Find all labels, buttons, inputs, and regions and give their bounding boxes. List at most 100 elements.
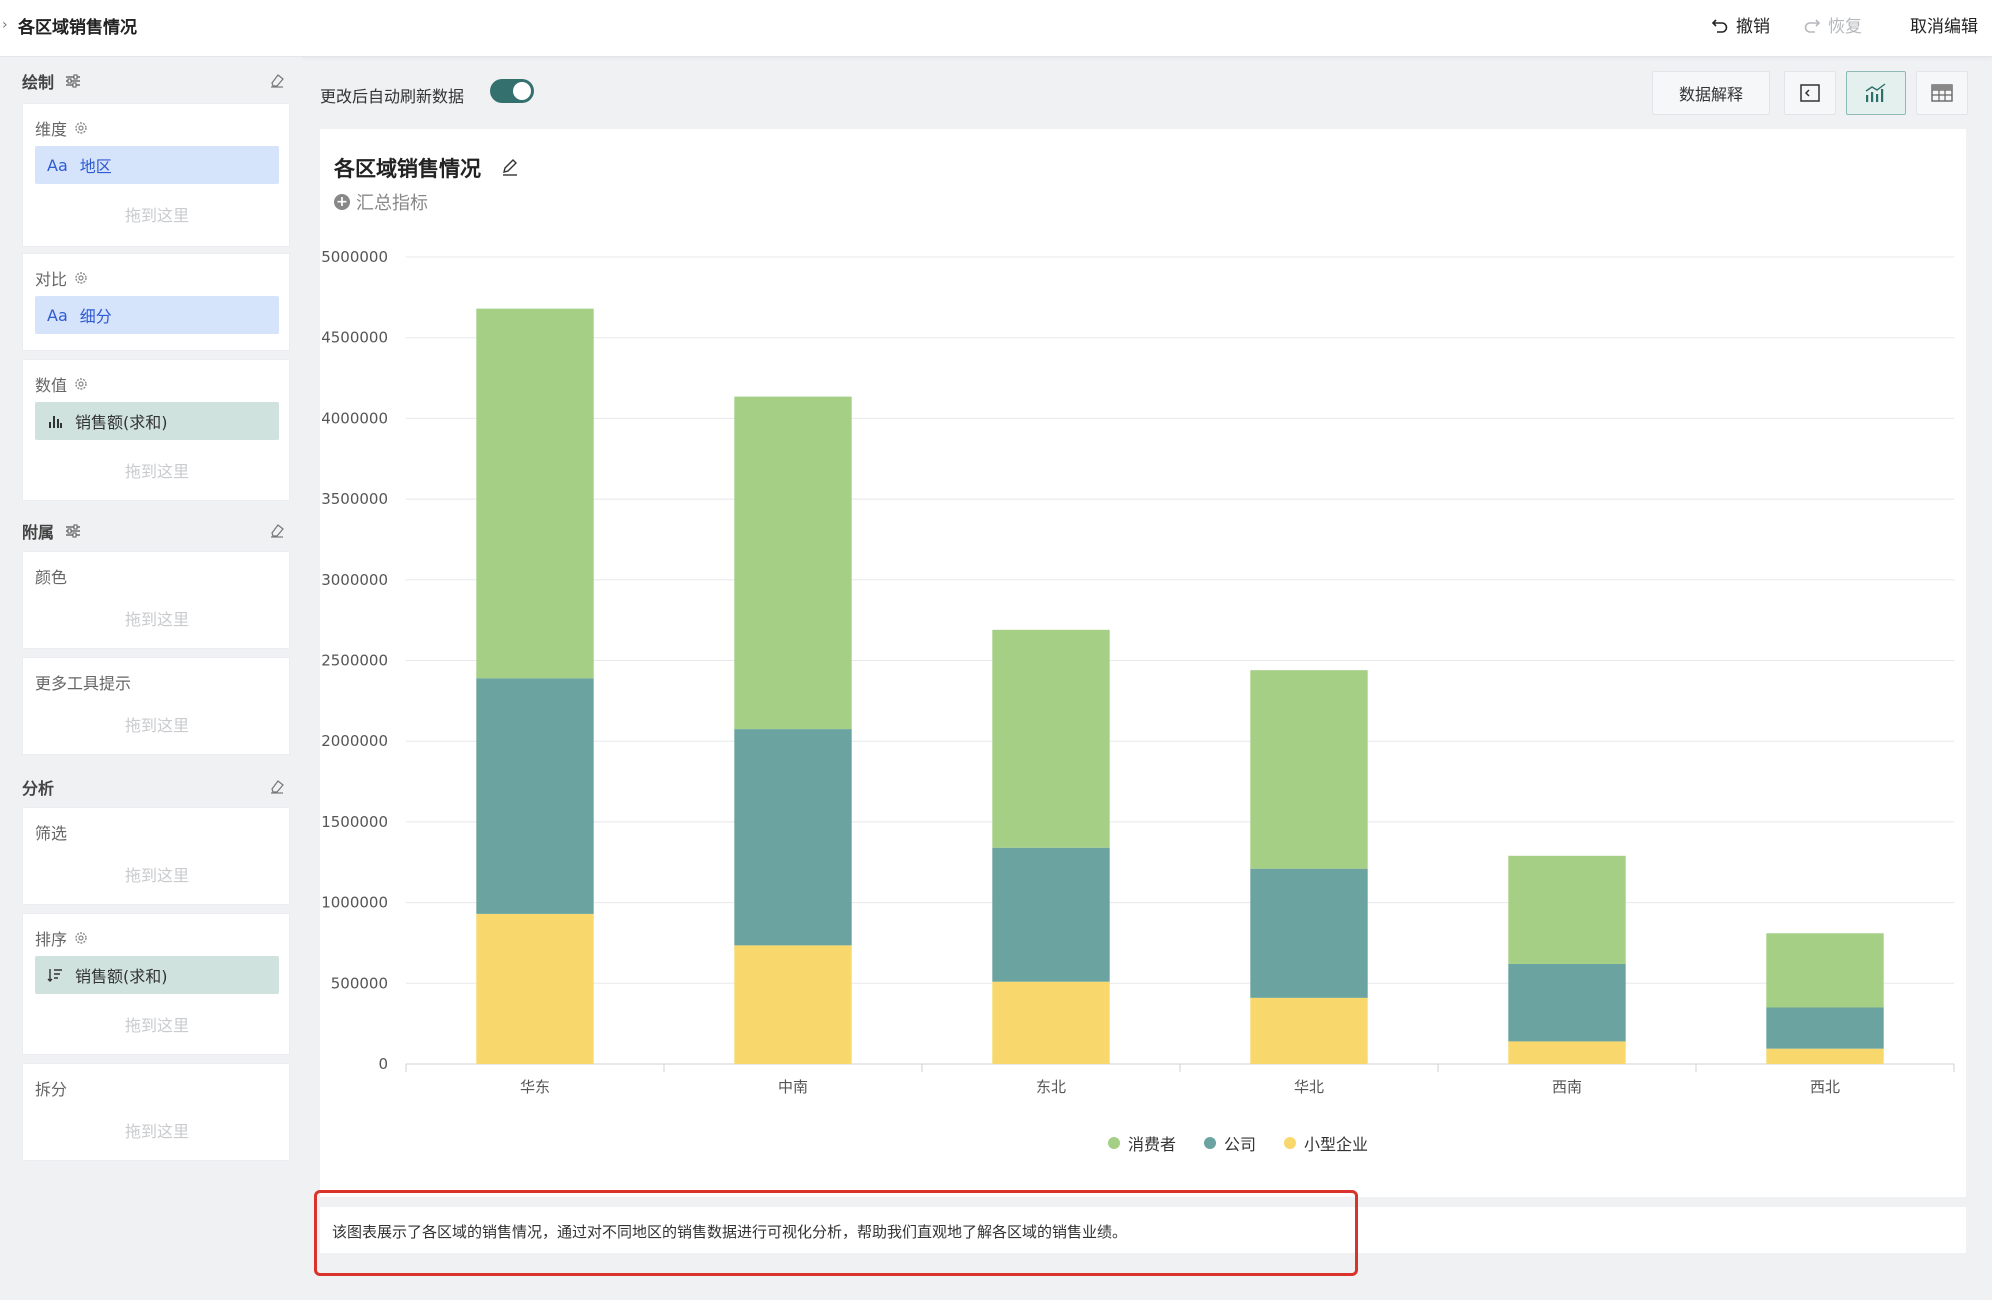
data-explain-label: 数据解释: [1678, 85, 1743, 104]
eraser-icon[interactable]: [268, 777, 286, 795]
chart-description-box: 该图表展示了各区域的销售情况，通过对不同地区的销售数据进行可视化分析，帮助我们直…: [320, 1207, 1966, 1253]
summary-metrics-button[interactable]: + 汇总指标: [334, 189, 428, 215]
filter-card: 筛选 拖到这里: [22, 807, 290, 905]
compare-field-name: 细分: [79, 307, 112, 326]
stacked-bar-chart: 0 500000 1000000 1500000 2000000 2500000 30000…: [321, 249, 1955, 1096]
draw-section-header: 绘制: [22, 69, 82, 93]
sort-descending-icon: [47, 969, 62, 982]
bar-segment: [1250, 868, 1368, 998]
y-tick-label: 3000000: [321, 571, 388, 589]
drop-zone[interactable]: 拖到这里: [124, 206, 189, 225]
bar-segment: [1508, 855, 1626, 964]
legend-dot-icon: [1284, 1137, 1296, 1149]
color-card: 颜色 拖到这里: [22, 551, 290, 649]
dimension-field-name: 地区: [79, 157, 112, 176]
undo-icon: [1711, 18, 1728, 33]
table-view-button[interactable]: [1916, 71, 1968, 115]
toggle-knob: [513, 82, 531, 100]
sliders-icon[interactable]: [64, 522, 82, 540]
cancel-edit-button[interactable]: 取消编辑: [1910, 12, 1978, 37]
drop-zone[interactable]: 拖到这里: [124, 716, 189, 735]
y-tick-label: 5000000: [321, 249, 388, 266]
y-tick-label: 1000000: [321, 894, 388, 912]
sort-field-name: 销售额(求和): [75, 967, 168, 986]
attach-section-title: 附属: [22, 523, 55, 542]
redo-button[interactable]: 恢复: [1802, 12, 1862, 37]
bar-segment: [734, 396, 852, 730]
split-card: 拆分 拖到这里: [22, 1063, 290, 1161]
gear-icon[interactable]: [73, 930, 89, 946]
bar-segment: [1250, 670, 1368, 869]
gear-icon[interactable]: [73, 270, 89, 286]
config-panel: 绘制 维度 Aa 地区 拖到这里 对比 Aa 细分 数值 销售额(求和) 拖到这…: [0, 57, 302, 1300]
auto-refresh-toggle[interactable]: [490, 79, 534, 103]
back-caret-icon[interactable]: ›: [2, 17, 8, 33]
bar-segment: [476, 308, 594, 679]
legend-item[interactable]: 消费者: [918, 1131, 1176, 1155]
y-tick-label: 2000000: [321, 732, 388, 750]
data-explain-button[interactable]: 数据解释: [1652, 71, 1770, 115]
drop-zone[interactable]: 拖到这里: [124, 866, 189, 885]
bar-segment: [1508, 1041, 1626, 1064]
sliders-icon[interactable]: [64, 72, 82, 90]
x-tick-label: 西北: [1810, 1078, 1840, 1096]
text-type-icon: Aa: [47, 305, 68, 325]
y-tick-label: 3500000: [321, 490, 388, 508]
drop-zone[interactable]: 拖到这里: [124, 462, 189, 481]
y-tick-label: 1500000: [321, 813, 388, 831]
drop-zone[interactable]: 拖到这里: [124, 1122, 189, 1141]
bar-segment: [1250, 997, 1368, 1064]
legend-dot-icon: [1203, 1137, 1216, 1149]
bar-segment: [992, 981, 1110, 1064]
gear-icon[interactable]: [73, 376, 89, 392]
undo-label: 撤销: [1736, 17, 1770, 37]
table-icon: [1931, 84, 1953, 102]
summary-metrics-label: 汇总指标: [356, 193, 428, 214]
cancel-edit-label: 取消编辑: [1910, 17, 1978, 37]
undo-button[interactable]: 撤销: [1710, 12, 1770, 37]
draw-section-title: 绘制: [22, 73, 55, 92]
gear-icon[interactable]: [73, 120, 89, 136]
auto-refresh-label: 更改后自动刷新数据: [320, 87, 465, 106]
value-label-text: 数值: [35, 376, 68, 395]
legend-label: 消费者: [1127, 1135, 1176, 1154]
bar-segment: [734, 729, 852, 946]
chart-description: 该图表展示了各区域的销售情况，通过对不同地区的销售数据进行可视化分析，帮助我们直…: [332, 1223, 1128, 1241]
eraser-icon[interactable]: [268, 521, 286, 539]
analysis-section-header: 分析: [22, 775, 54, 799]
sort-label: 排序: [35, 926, 89, 950]
y-tick-label: 2500000: [321, 652, 388, 670]
x-tick-label: 西南: [1552, 1078, 1582, 1096]
x-tick-label: 华北: [1294, 1078, 1324, 1096]
dimension-field-pill[interactable]: Aa 地区: [35, 146, 279, 184]
chart-legend: 消费者 公司 小型企业: [320, 1131, 1966, 1155]
bar-segment: [476, 913, 594, 1064]
main-area: 更改后自动刷新数据 数据解释 各区域销售情况 + 汇总指标 0 500000 100…: [302, 57, 1992, 1300]
dimension-label: 维度: [35, 116, 89, 140]
value-card: 数值 销售额(求和) 拖到这里: [22, 359, 290, 501]
bar-segment: [1508, 963, 1626, 1042]
compare-field-pill[interactable]: Aa 细分: [35, 296, 279, 334]
chart-view-icon: [1865, 83, 1886, 102]
value-field-name: 销售额(求和): [75, 413, 168, 432]
code-view-button[interactable]: [1784, 71, 1836, 115]
y-tick-label: 500000: [331, 974, 388, 992]
sort-field-pill[interactable]: 销售额(求和): [35, 956, 279, 994]
drop-zone[interactable]: 拖到这里: [124, 610, 189, 629]
redo-icon: [1804, 18, 1821, 33]
value-field-pill[interactable]: 销售额(求和): [35, 402, 279, 440]
eraser-icon[interactable]: [268, 71, 286, 89]
filter-label: 筛选: [35, 824, 68, 843]
chart-view-button[interactable]: [1846, 71, 1906, 115]
tooltip-card: 更多工具提示 拖到这里: [22, 657, 290, 755]
legend-item[interactable]: 公司: [1203, 1131, 1256, 1155]
chart-title: 各区域销售情况: [334, 157, 481, 181]
bar-segment: [1766, 1048, 1884, 1064]
split-label: 拆分: [35, 1080, 68, 1099]
legend-item[interactable]: 小型企业: [1284, 1131, 1368, 1155]
bar-segment: [476, 678, 594, 914]
sort-label-text: 排序: [35, 930, 68, 949]
highlight-box: [314, 1190, 1358, 1276]
edit-pencil-icon[interactable]: [500, 157, 520, 177]
drop-zone[interactable]: 拖到这里: [124, 1016, 189, 1035]
